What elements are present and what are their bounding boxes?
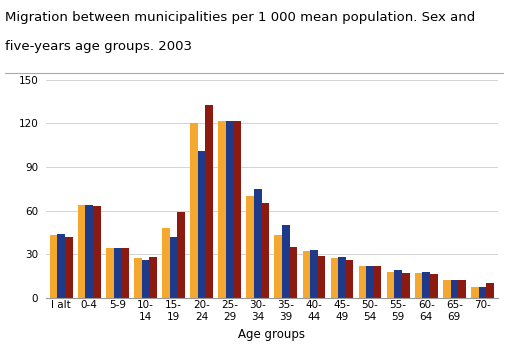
Bar bbox=[93, 206, 101, 298]
Bar bbox=[338, 257, 346, 298]
Bar bbox=[106, 248, 114, 298]
Bar bbox=[262, 203, 269, 298]
Bar bbox=[162, 228, 170, 298]
Bar bbox=[149, 257, 157, 298]
Bar bbox=[443, 280, 451, 298]
Bar bbox=[471, 287, 479, 298]
Bar bbox=[303, 251, 310, 298]
Bar bbox=[226, 121, 234, 298]
Bar bbox=[134, 258, 142, 298]
Bar bbox=[254, 189, 262, 298]
Bar bbox=[415, 273, 423, 298]
Bar bbox=[218, 121, 226, 298]
Bar bbox=[282, 225, 290, 298]
Bar bbox=[205, 105, 213, 298]
Bar bbox=[246, 196, 254, 298]
Bar bbox=[346, 260, 354, 298]
Bar bbox=[50, 235, 57, 298]
Bar bbox=[121, 248, 129, 298]
Bar bbox=[318, 256, 325, 298]
Bar bbox=[142, 260, 149, 298]
Bar bbox=[310, 250, 318, 298]
Bar bbox=[430, 274, 437, 298]
Bar bbox=[274, 235, 282, 298]
Bar bbox=[65, 237, 73, 298]
Bar bbox=[451, 280, 458, 298]
Bar bbox=[190, 123, 198, 298]
Bar bbox=[78, 205, 85, 298]
Bar bbox=[486, 283, 494, 298]
Bar bbox=[177, 212, 185, 298]
Text: Migration between municipalities per 1 000 mean population. Sex and: Migration between municipalities per 1 0… bbox=[5, 11, 475, 24]
Bar bbox=[394, 270, 402, 298]
Bar bbox=[170, 237, 177, 298]
Bar bbox=[234, 121, 241, 298]
Bar bbox=[198, 151, 205, 298]
X-axis label: Age groups: Age groups bbox=[238, 327, 305, 340]
Bar bbox=[402, 273, 409, 298]
Bar bbox=[290, 247, 297, 298]
Bar bbox=[359, 266, 366, 298]
Bar bbox=[458, 280, 466, 298]
Bar bbox=[57, 234, 65, 298]
Bar bbox=[374, 266, 382, 298]
Bar bbox=[366, 266, 374, 298]
Bar bbox=[387, 272, 394, 298]
Text: five-years age groups. 2003: five-years age groups. 2003 bbox=[5, 40, 192, 53]
Bar bbox=[85, 205, 93, 298]
Bar bbox=[113, 248, 121, 298]
Bar bbox=[479, 287, 486, 298]
Bar bbox=[331, 258, 338, 298]
Bar bbox=[423, 272, 430, 298]
